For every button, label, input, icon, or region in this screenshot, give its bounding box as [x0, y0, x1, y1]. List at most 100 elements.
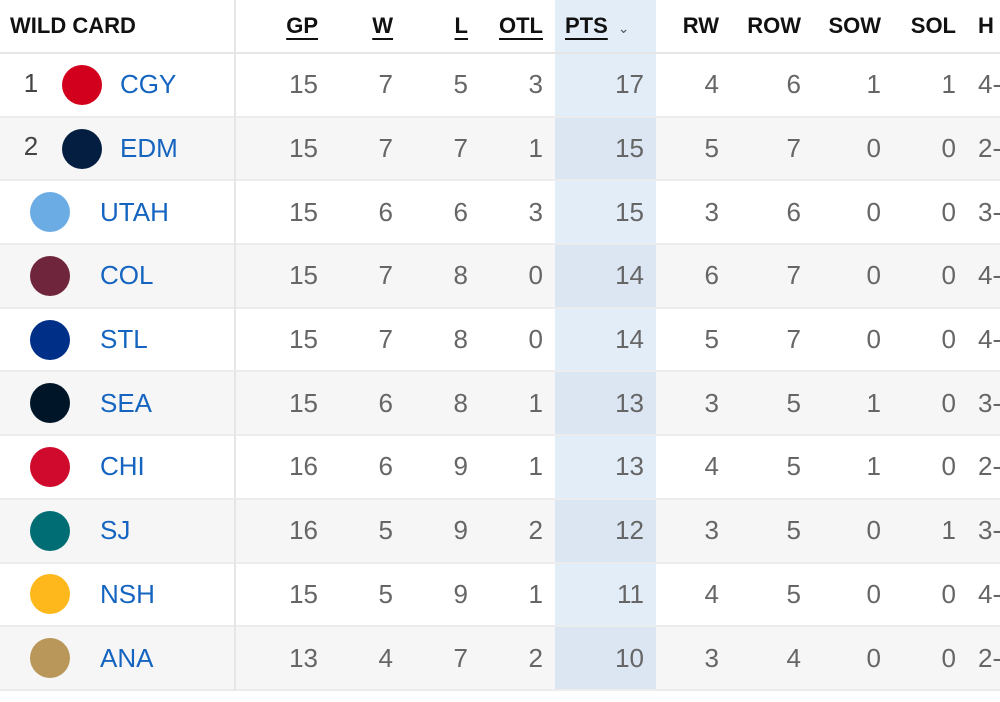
team-link[interactable]: COL	[100, 260, 154, 291]
team-link[interactable]: SJ	[100, 515, 131, 546]
col-w[interactable]: W	[330, 0, 405, 54]
stat-rw: 3	[704, 642, 719, 673]
stat-sow: 0	[866, 260, 881, 291]
rank: 1	[23, 67, 39, 98]
table-row[interactable]: 2 EDM 15 7 7 1 15 5 7 0 0 2-	[0, 116, 1000, 181]
stat-gp: 15	[289, 260, 318, 291]
stat-l: 7	[453, 642, 468, 673]
stat-row: 6	[786, 196, 801, 227]
table-row[interactable]: SEA 15 6 8 1 13 3 5 1 0 3-	[0, 371, 1000, 436]
stat-w: 7	[378, 133, 393, 164]
stat-l: 9	[453, 578, 468, 609]
team-cell[interactable]: ANA	[0, 626, 236, 690]
team-cell[interactable]: STL	[0, 307, 236, 372]
stat-otl: 1	[528, 451, 543, 482]
team-link[interactable]: ANA	[100, 642, 154, 673]
table-row[interactable]: ANA 13 4 7 2 10 3 4 0 0 2-	[0, 626, 1000, 690]
stat-rw: 4	[704, 451, 719, 482]
stat-rw: 3	[704, 515, 719, 546]
stat-l: 6	[453, 196, 468, 227]
stat-rw: 5	[704, 324, 719, 355]
stat-otl: 1	[528, 578, 543, 609]
team-cell[interactable]: NSH	[0, 562, 236, 627]
team-link[interactable]: CGY	[120, 69, 177, 100]
stat-sow: 0	[866, 578, 881, 609]
team-link[interactable]: EDM	[120, 133, 178, 164]
team-cell[interactable]: UTAH	[0, 180, 236, 245]
col-gp[interactable]: GP	[235, 0, 330, 54]
team-logo-icon	[30, 638, 70, 679]
col-otl[interactable]: OTL	[480, 0, 555, 54]
team-logo-icon	[30, 446, 70, 487]
stat-row: 5	[786, 515, 801, 546]
stat-l: 9	[453, 451, 468, 482]
stat-h: 4-	[978, 324, 1000, 355]
stat-sol: 0	[941, 196, 956, 227]
team-logo-icon	[62, 128, 102, 169]
col-pts[interactable]: PTS ⌄	[555, 0, 656, 54]
stat-gp: 15	[289, 69, 318, 100]
team-link[interactable]: NSH	[100, 578, 155, 609]
table-row[interactable]: SJ 16 5 9 2 12 3 5 0 1 3-	[0, 498, 1000, 563]
stat-l: 9	[453, 515, 468, 546]
team-cell[interactable]: SEA	[0, 371, 236, 436]
col-sow[interactable]: SOW	[813, 0, 893, 54]
team-cell[interactable]: SJ	[0, 498, 236, 563]
stat-otl: 0	[528, 324, 543, 355]
table-row[interactable]: COL 15 7 8 0 14 6 7 0 0 4-	[0, 244, 1000, 308]
stat-sow: 1	[866, 451, 881, 482]
stat-l: 8	[453, 387, 468, 418]
table-row[interactable]: NSH 15 5 9 1 11 4 5 0 0 4-	[0, 562, 1000, 627]
col-rw[interactable]: RW	[656, 0, 731, 54]
team-logo-icon	[30, 383, 70, 424]
team-link[interactable]: STL	[100, 324, 148, 355]
stat-rw: 3	[704, 196, 719, 227]
stat-h: 2-	[978, 642, 1000, 673]
stat-row: 5	[786, 387, 801, 418]
col-h[interactable]: H	[968, 0, 1000, 54]
team-logo-icon	[30, 192, 70, 233]
stat-sol: 1	[941, 515, 956, 546]
stat-h: 3-	[978, 196, 1000, 227]
table-row[interactable]: UTAH 15 6 6 3 15 3 6 0 0 3-	[0, 180, 1000, 245]
team-cell[interactable]: CHI	[0, 435, 236, 499]
team-link[interactable]: CHI	[100, 451, 145, 482]
stat-sow: 0	[866, 642, 881, 673]
chevron-down-icon[interactable]: ⌄	[617, 20, 630, 36]
table-row[interactable]: CHI 16 6 9 1 13 4 5 1 0 2-	[0, 435, 1000, 499]
header-row: WILD CARD GP W L OTL PTS ⌄ RW ROW SOW SOL…	[0, 0, 1000, 54]
team-link[interactable]: SEA	[100, 387, 153, 418]
stat-otl: 2	[528, 642, 543, 673]
stat-rw: 6	[704, 260, 719, 291]
team-logo-icon	[30, 319, 70, 360]
stat-h: 4-	[978, 260, 1000, 291]
stat-row: 7	[786, 260, 801, 291]
col-row[interactable]: ROW	[731, 0, 813, 54]
team-cell[interactable]: 1 CGY	[0, 53, 236, 117]
stat-row: 7	[786, 324, 801, 355]
stat-h: 3-	[978, 515, 1000, 546]
stat-h: 3-	[978, 387, 1000, 418]
stat-gp: 15	[289, 133, 318, 164]
team-link[interactable]: UTAH	[100, 196, 169, 227]
stat-sol: 0	[941, 387, 956, 418]
stat-otl: 0	[528, 260, 543, 291]
table-row[interactable]: STL 15 7 8 0 14 5 7 0 0 4-	[0, 307, 1000, 372]
stat-w: 7	[378, 324, 393, 355]
team-logo-icon	[30, 574, 70, 615]
stat-pts: 17	[555, 53, 656, 117]
stat-gp: 16	[289, 515, 318, 546]
team-cell[interactable]: 2 EDM	[0, 116, 236, 181]
stat-l: 7	[453, 133, 468, 164]
team-logo-icon	[30, 510, 70, 551]
stat-w: 6	[378, 387, 393, 418]
stat-sow: 0	[866, 324, 881, 355]
col-l[interactable]: L	[405, 0, 480, 54]
col-sol[interactable]: SOL	[893, 0, 968, 54]
table-row[interactable]: 1 CGY 15 7 5 3 17 4 6 1 1 4-	[0, 53, 1000, 117]
stat-gp: 16	[289, 451, 318, 482]
team-cell[interactable]: COL	[0, 244, 236, 308]
stat-otl: 3	[528, 69, 543, 100]
stat-pts: 15	[555, 180, 656, 245]
